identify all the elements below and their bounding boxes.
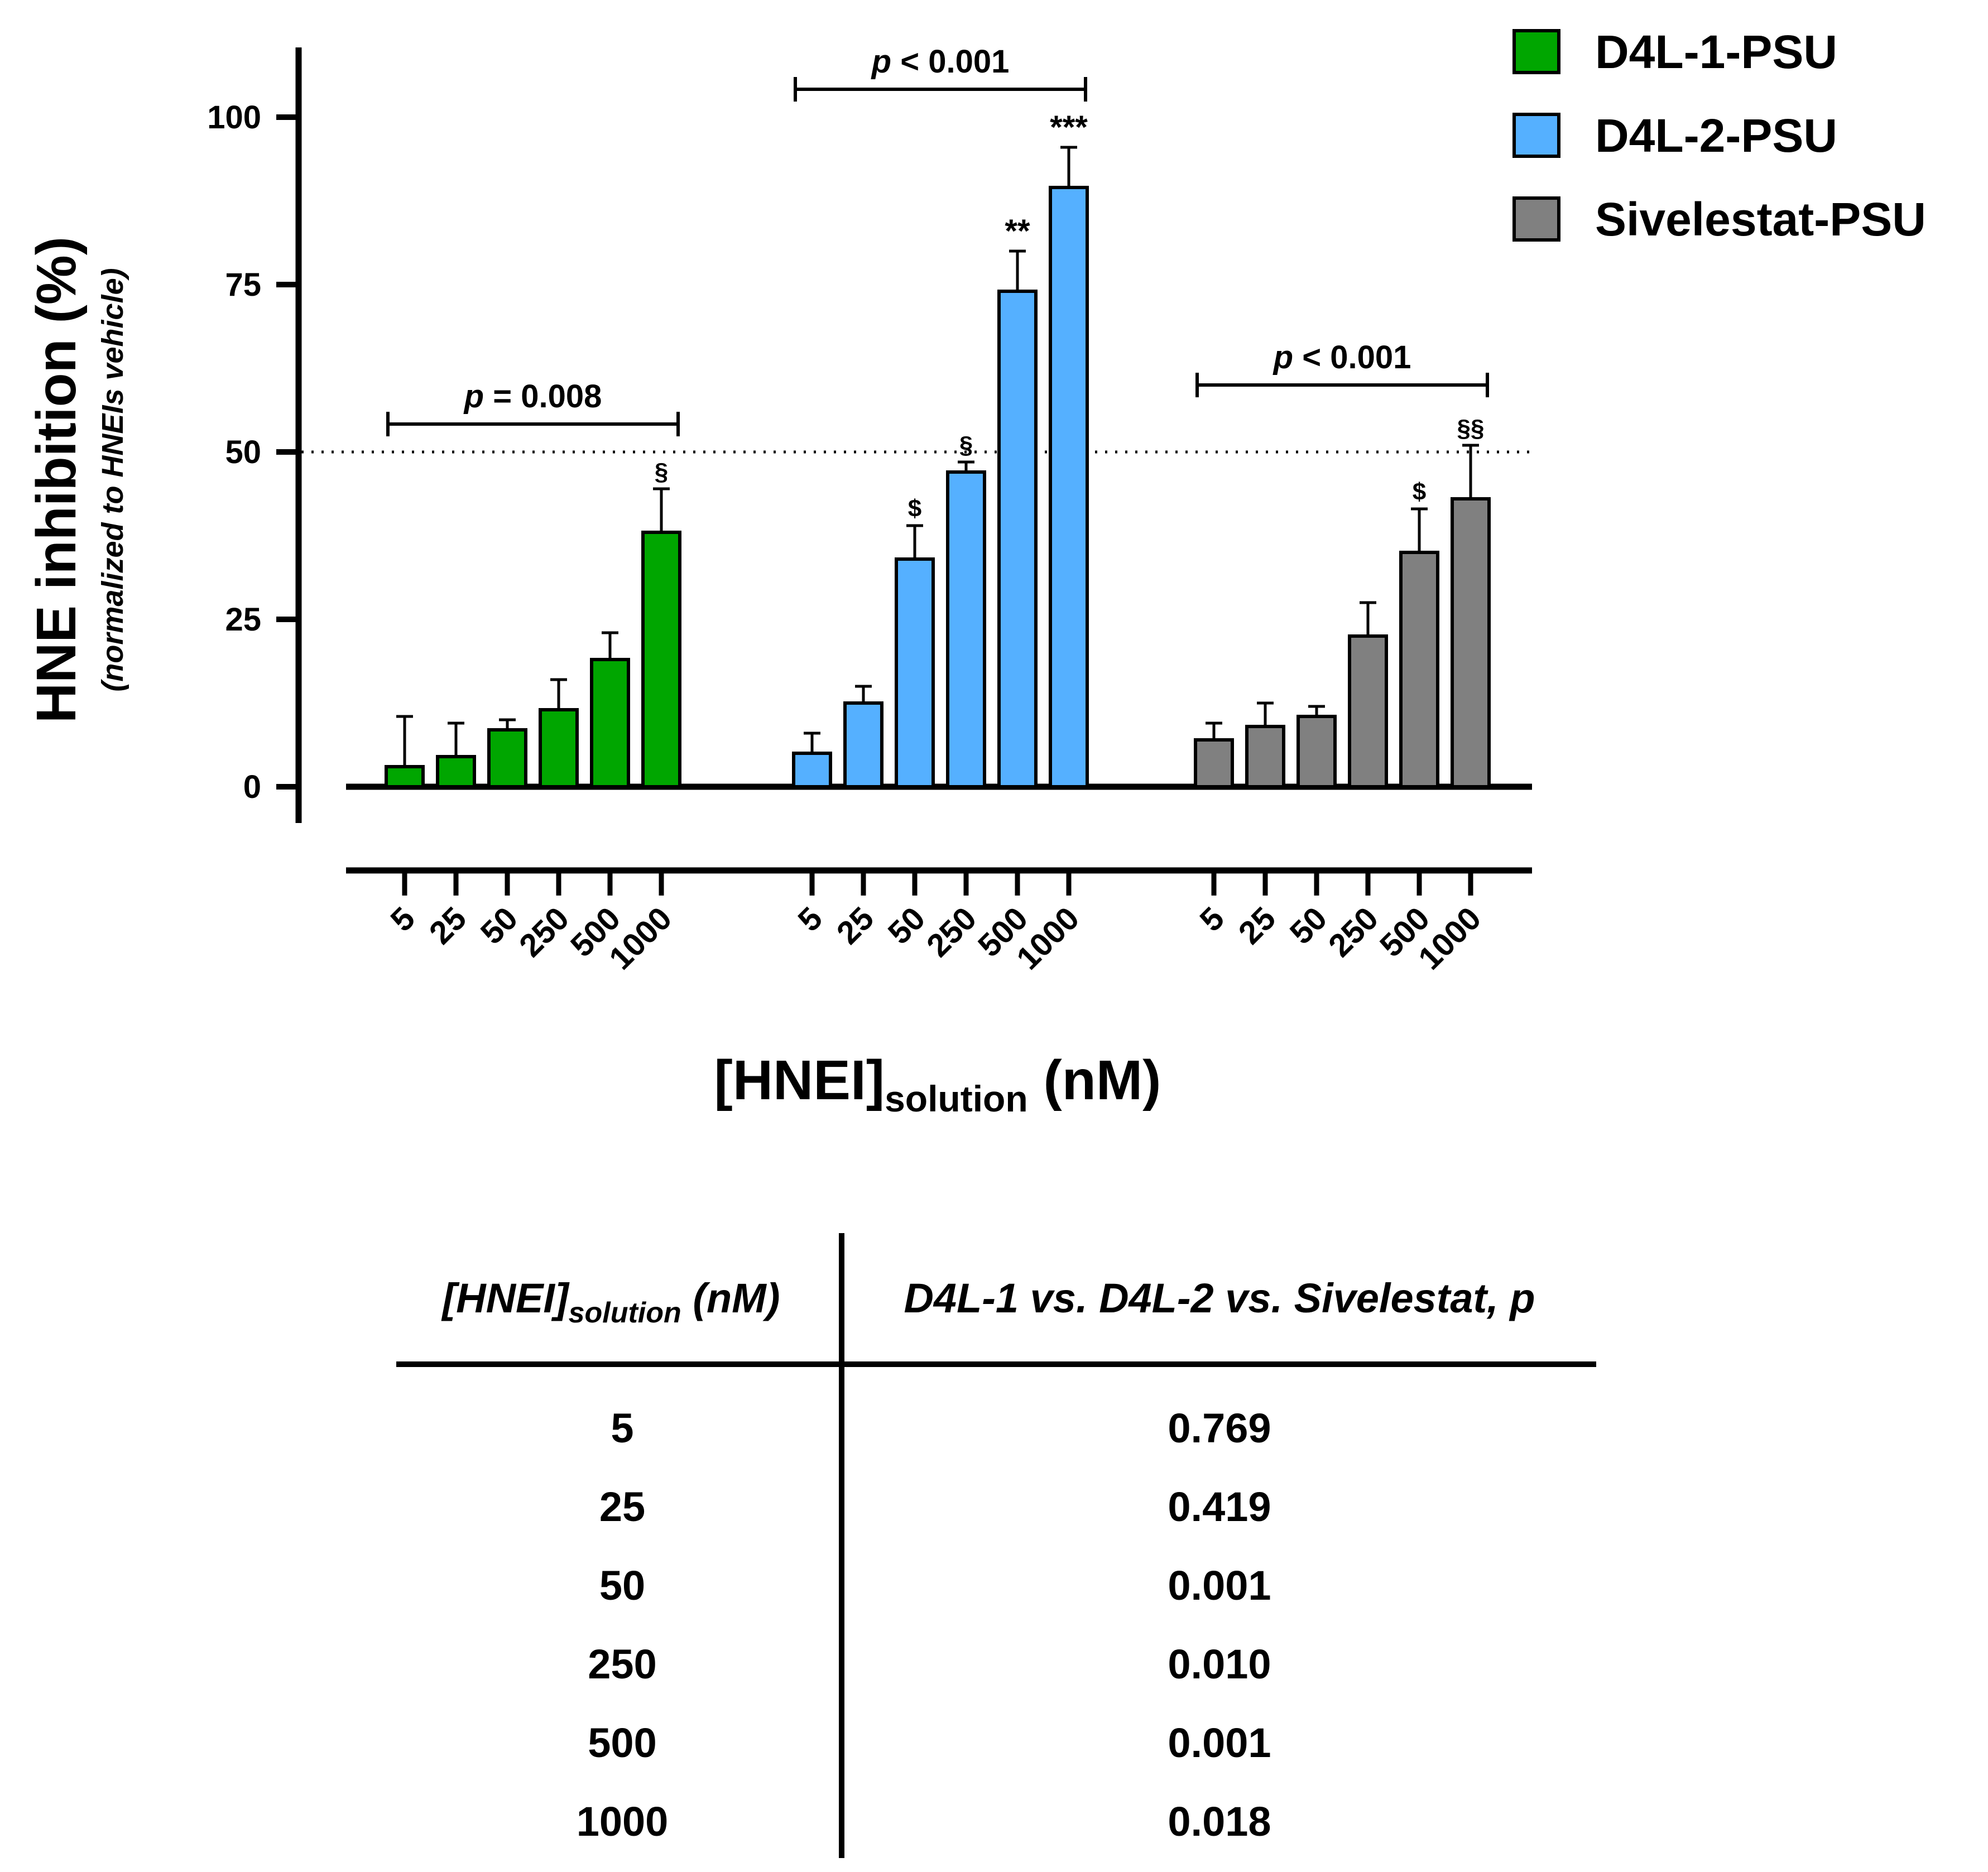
p-value-table: [HNEI]solution (nM) D4L-1 vs. D4L-2 vs. …: [396, 1233, 1596, 1858]
y-tick-label: 75: [225, 267, 261, 303]
table-header-concentration: [HNEI]solution (nM): [441, 1275, 780, 1329]
bar: [843, 701, 883, 788]
legend-label-sivelestat: Sivelestat-PSU: [1595, 193, 1926, 246]
table-cell-pvalue: 0.001: [1168, 1720, 1271, 1766]
series-D4L-2-PSU: $§*****p < 0.001: [792, 44, 1089, 788]
legend-label-d4l2: D4L-2-PSU: [1595, 109, 1837, 162]
x-tick-label: 25: [1232, 900, 1283, 951]
bar: [1451, 497, 1491, 788]
bar: [1194, 738, 1234, 788]
table-cell-concentration: 1000: [577, 1798, 669, 1845]
bar: [895, 557, 935, 788]
significance-annotation: §: [655, 458, 668, 485]
bar: [436, 755, 476, 788]
y-tick-label: 50: [225, 434, 261, 470]
x-tick-label: 250: [920, 900, 983, 964]
significance-annotation: §: [959, 431, 973, 459]
y-axis-subtitle: (normalized to HNEIs vehicle): [96, 268, 129, 691]
table-cell-concentration: 50: [599, 1562, 645, 1609]
bar: [997, 290, 1038, 788]
bar: [946, 470, 986, 788]
table-cell-pvalue: 0.001: [1168, 1562, 1271, 1609]
x-tick-label: 5: [1193, 900, 1231, 939]
comparison-p-value: p < 0.001: [1272, 339, 1411, 376]
x-axis-title-sub: solution: [885, 1078, 1028, 1119]
x-tick-label: 250: [512, 900, 576, 964]
significance-annotation: $: [1413, 478, 1426, 506]
significance-annotation: **: [1005, 213, 1030, 249]
table-cell-concentration: 250: [588, 1641, 656, 1687]
table-header-pvalue: D4L-1 vs. D4L-2 vs. Sivelestat, p: [904, 1275, 1535, 1321]
table-cell-concentration: 500: [588, 1720, 656, 1766]
bar: [1049, 186, 1089, 788]
legend-swatch-d4l1: [1512, 29, 1560, 74]
x-axis-title-main: [HNEI]: [714, 1049, 885, 1111]
significance-annotation: ***: [1050, 109, 1088, 146]
table-cell-concentration: 5: [611, 1405, 633, 1451]
series-Sivelestat-PSU: $ §§ p < 0.001: [1194, 339, 1491, 788]
bar: [641, 531, 681, 788]
x-tick-label: 5: [791, 900, 829, 939]
comparison-p-value: p < 0.001: [871, 44, 1010, 80]
table-cell-pvalue: 0.018: [1168, 1798, 1271, 1845]
legend: D4L-1-PSU D4L-2-PSU Sivelestat-PSU: [1512, 26, 1926, 246]
bar: [1348, 634, 1388, 788]
table-cell-pvalue: 0.010: [1168, 1641, 1271, 1687]
y-axis-title: HNE inhibition (%): [25, 237, 88, 723]
x-axis-title: [HNEI]solution (nM): [714, 1049, 1161, 1119]
legend-swatch-sivelestat: [1512, 196, 1560, 242]
legend-label-d4l1: D4L-1-PSU: [1595, 26, 1837, 78]
bars-layer: §p = 0.008$§*****p < 0.001$§§p < 0.001: [385, 44, 1491, 788]
x-tick-label: 250: [1322, 900, 1385, 964]
y-tick-label: 100: [207, 99, 261, 136]
bar: [385, 765, 425, 788]
bar: [1245, 725, 1285, 788]
x-tick-label: 5: [383, 900, 422, 939]
series-D4L-1-PSU: § p = 0.008: [385, 378, 681, 788]
x-tick-label: 25: [830, 900, 881, 951]
table-rows: 5 0.769 25 0.419 50 0.001 250 0.010 500 0.001 1000…: [577, 1405, 1271, 1845]
legend-swatch-d4l2: [1512, 113, 1560, 158]
significance-annotation: $: [908, 495, 921, 522]
table-cell-pvalue: 0.419: [1168, 1484, 1271, 1530]
table-cell-pvalue: 0.769: [1168, 1405, 1271, 1451]
bar: [792, 752, 832, 788]
bar: [1296, 715, 1337, 788]
y-tick-label: 25: [225, 601, 261, 638]
x-axis-title-unit: (nM): [1028, 1049, 1161, 1111]
table-cell-concentration: 25: [599, 1484, 645, 1530]
y-axis-ticks: 0 25 50 75 100: [207, 99, 299, 805]
bar: [539, 708, 579, 788]
bar: [487, 728, 527, 788]
y-tick-label: 0: [243, 769, 261, 805]
bar: [1399, 551, 1439, 788]
comparison-p-value: p = 0.008: [463, 378, 602, 415]
significance-annotation: §§: [1457, 415, 1485, 442]
x-tick-label: 25: [422, 900, 474, 951]
bar: [590, 658, 630, 788]
